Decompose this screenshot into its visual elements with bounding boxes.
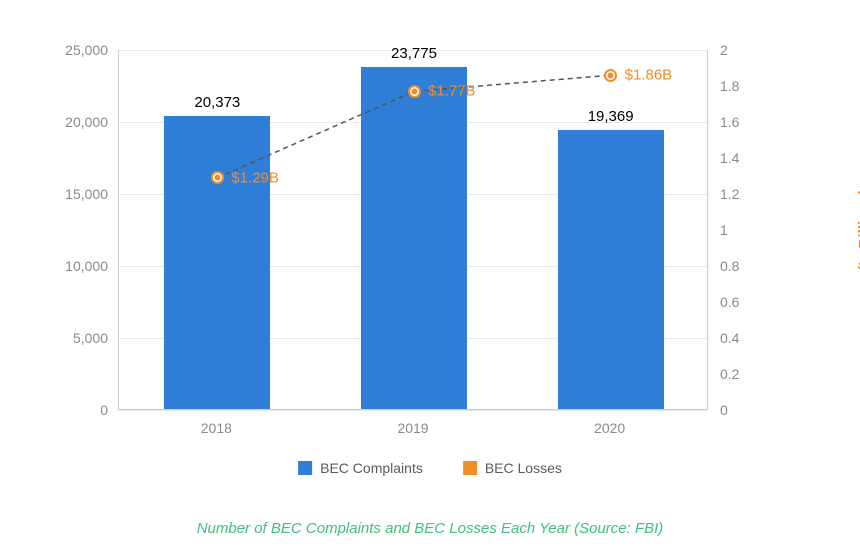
y-right-tick: 0.8 (720, 258, 739, 274)
bar-value-label: 19,369 (588, 108, 634, 125)
y-right-tick: 1.4 (720, 150, 739, 166)
y-right-tick: 0 (720, 402, 728, 418)
legend-item: BEC Complaints (298, 460, 423, 476)
y-right-tick: 1.2 (720, 186, 739, 202)
y-right-tick: 2 (720, 42, 728, 58)
y-right-tick: 1.8 (720, 78, 739, 94)
y-right-tick: 0.4 (720, 330, 739, 346)
y-left-tick: 5,000 (73, 330, 108, 346)
x-tick: 2018 (201, 420, 232, 436)
x-tick: 2019 (397, 420, 428, 436)
line-marker (217, 177, 218, 178)
y-right-tick: 1 (720, 222, 728, 238)
legend-label: BEC Losses (485, 460, 562, 476)
x-tick: 2020 (594, 420, 625, 436)
caption: Number of BEC Complaints and BEC Losses … (197, 520, 664, 537)
y-right-tick: 0.2 (720, 366, 739, 382)
legend-swatch (298, 461, 312, 475)
line-value-label: $1.77B (428, 83, 476, 100)
line-value-label: $1.29B (231, 169, 279, 186)
bar (361, 67, 467, 409)
line-marker (414, 91, 415, 92)
bar-value-label: 20,373 (194, 94, 240, 111)
line-value-label: $1.86B (625, 67, 673, 84)
legend-label: BEC Complaints (320, 460, 423, 476)
y-right-axis-title: (In Billions) (856, 189, 860, 271)
y-left-tick: 15,000 (65, 186, 108, 202)
legend-item: BEC Losses (463, 460, 562, 476)
y-left-tick: 0 (100, 402, 108, 418)
y-left-tick: 20,000 (65, 114, 108, 130)
y-left-tick: 10,000 (65, 258, 108, 274)
gridline (119, 410, 707, 411)
y-right-tick: 1.6 (720, 114, 739, 130)
y-right-tick: 0.6 (720, 294, 739, 310)
bar (164, 116, 270, 409)
line-marker (610, 75, 611, 76)
legend-swatch (463, 461, 477, 475)
bar-value-label: 23,775 (391, 45, 437, 62)
plot-area: 20,37323,77519,369$1.29B$1.77B$1.86B (118, 50, 708, 410)
bar (558, 130, 664, 409)
y-left-tick: 25,000 (65, 42, 108, 58)
legend: BEC Complaints BEC Losses (298, 460, 562, 476)
